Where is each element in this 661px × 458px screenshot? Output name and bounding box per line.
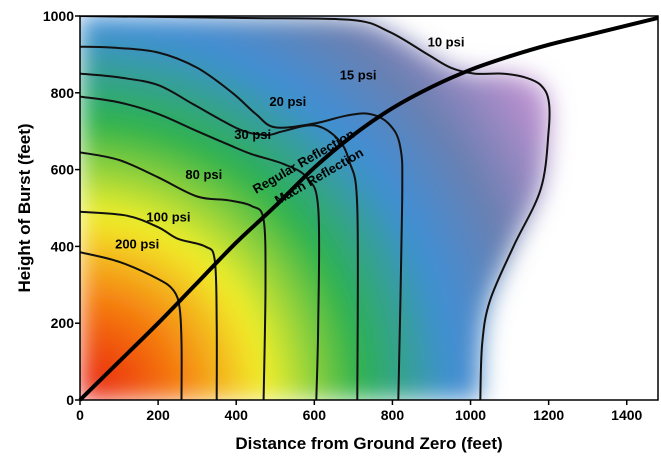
x-tick-label: 1400: [611, 407, 642, 423]
contour-label-15-psi: 15 psi: [340, 67, 377, 82]
reflection-boundary-line: [78, 15, 659, 402]
contour-label-100-psi: 100 psi: [146, 209, 190, 224]
contour-lines: [80, 16, 551, 400]
y-tick-label: 400: [51, 238, 75, 254]
plot-area: 200 psi 100 psi 80 psi 30 psi 20 psi 15 psi 10…: [78, 15, 659, 402]
x-axis: 0 200 400 600 800 1000 1200 1400: [76, 400, 643, 423]
contour-20-psi: [80, 72, 359, 400]
contour-15-psi: [80, 45, 404, 400]
contour-10-psi: [80, 16, 551, 400]
contour-label-80-psi: 80 psi: [185, 167, 222, 182]
y-axis: 0 200 400 600 800 1000: [43, 8, 80, 408]
contour-30-psi: [80, 95, 321, 400]
x-tick-label: 600: [303, 407, 327, 423]
y-tick-label: 1000: [43, 8, 74, 24]
contour-labels: 200 psi 100 psi 80 psi 30 psi 20 psi 15 psi 10…: [115, 35, 464, 252]
plot-frame: [79, 15, 659, 401]
x-tick-label: 0: [76, 407, 84, 423]
contour-100-psi: [80, 210, 218, 400]
x-axis-title: Distance from Ground Zero (feet): [235, 434, 502, 453]
y-tick-label: 0: [66, 392, 74, 408]
x-tick-label: 1000: [455, 407, 486, 423]
x-tick-label: 200: [146, 407, 170, 423]
y-axis-title: Height of Burst (feet): [15, 123, 34, 292]
contour-label-10-psi: 10 psi: [428, 35, 465, 50]
heatmap-fill: [80, 16, 550, 400]
contour-200-psi: [80, 251, 183, 400]
y-tick-label: 800: [51, 85, 75, 101]
contour-80-psi: [80, 151, 267, 400]
contour-label-30-psi: 30 psi: [234, 127, 271, 142]
y-tick-label: 200: [51, 315, 75, 331]
contour-label-20-psi: 20 psi: [269, 94, 306, 109]
contour-label-200-psi: 200 psi: [115, 236, 159, 251]
y-tick-label: 600: [51, 162, 75, 178]
x-tick-label: 1200: [533, 407, 564, 423]
x-tick-label: 400: [225, 407, 249, 423]
x-tick-label: 800: [381, 407, 405, 423]
